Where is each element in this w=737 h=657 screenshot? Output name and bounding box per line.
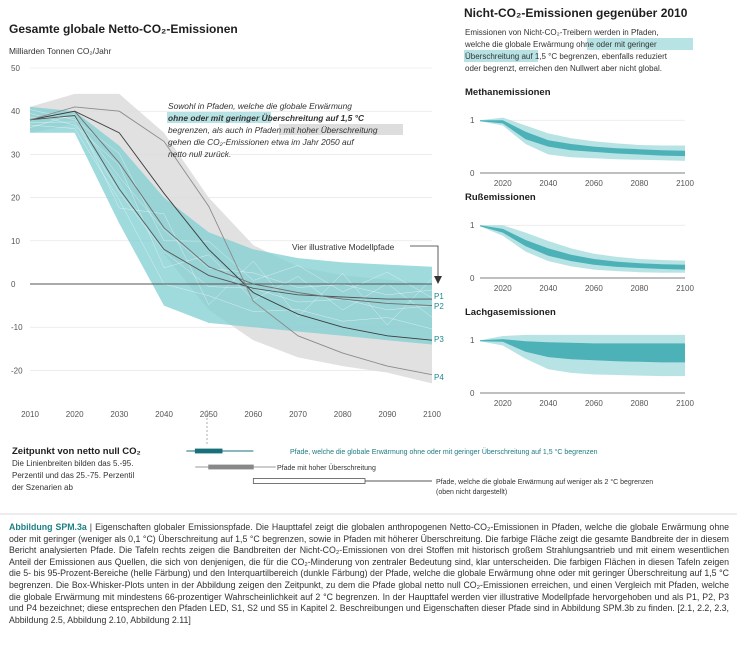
box-iqr bbox=[208, 464, 254, 470]
small-y-tick: 1 bbox=[470, 221, 475, 230]
y-tick-label: 50 bbox=[11, 64, 20, 73]
small-x-tick: 2040 bbox=[539, 179, 557, 188]
box-plots bbox=[186, 448, 432, 484]
x-tick-label: 2080 bbox=[334, 410, 352, 419]
small-panels: Methanemissionen 0 1 2020 2040 2060 2080 2100 Ru… bbox=[465, 87, 694, 408]
small-y-tick: 1 bbox=[470, 336, 475, 345]
main-unit-label: Milliarden Tonnen CO₂/Jahr bbox=[9, 46, 111, 56]
small-y-tick: 1 bbox=[470, 116, 475, 125]
y-tick-label: 10 bbox=[11, 237, 20, 246]
annotation-highlight-teal bbox=[167, 112, 271, 123]
small-band-inner bbox=[480, 225, 685, 270]
right-desc-line-2: welche die globale Erwärmung ohne oder m… bbox=[464, 40, 657, 49]
right-desc-line-1: Emissionen von Nicht-CO₂-Treibern werden… bbox=[465, 28, 659, 37]
box-iqr bbox=[194, 448, 223, 454]
illustrative-paths-label: Vier illustrative Modellpfade bbox=[292, 242, 395, 252]
x-tick-label: 2090 bbox=[378, 410, 396, 419]
small-x-tick: 2040 bbox=[539, 284, 557, 293]
box-label-row3-line2: (oben nicht dargestellt) bbox=[436, 489, 507, 496]
right-title: Nicht-CO₂-Emissionen gegenüber 2010 bbox=[464, 6, 688, 20]
arrow-head-icon bbox=[434, 276, 442, 284]
small-x-tick: 2080 bbox=[631, 399, 649, 408]
figure: Gesamte globale Netto-CO₂-Emissionen Mil… bbox=[0, 6, 737, 515]
annotation-line-2: ohne oder mit geringer Überschreitung au… bbox=[168, 113, 365, 123]
box-label-row3-line1: Pfade, welche die globale Erwärmung auf … bbox=[436, 478, 653, 486]
small-y-tick: 0 bbox=[470, 274, 475, 283]
right-highlight-1 bbox=[587, 38, 693, 50]
series-p1 bbox=[29, 115, 432, 300]
small-band-inner bbox=[480, 120, 685, 157]
series-p4 bbox=[29, 106, 433, 376]
small-x-tick: 2040 bbox=[539, 399, 557, 408]
small-panel-title: Rußemissionen bbox=[465, 192, 536, 203]
annotation-highlight-grey bbox=[279, 124, 403, 135]
series-p2 bbox=[29, 110, 433, 307]
series-label-p2: P2 bbox=[434, 302, 444, 311]
box-desc-line-3: der Szenarien ab bbox=[12, 483, 73, 492]
x-tick-label: 2020 bbox=[66, 410, 84, 419]
small-panel-title: Methanemissionen bbox=[465, 87, 551, 98]
small-band-outer bbox=[480, 225, 685, 273]
box-label-row1: Pfade, welche die globale Erwärmung ohne… bbox=[290, 448, 598, 456]
ensemble-path bbox=[29, 113, 433, 318]
y-tick-label: 20 bbox=[11, 194, 20, 203]
caption-text: | Eigenschaften globaler Emissionspfade.… bbox=[9, 522, 729, 625]
y-tick-label: -20 bbox=[11, 366, 23, 375]
ensemble-path bbox=[29, 121, 433, 311]
small-x-tick: 2020 bbox=[494, 284, 512, 293]
box-iqr bbox=[252, 478, 366, 484]
caption-label: Abbildung SPM.3a bbox=[9, 522, 87, 532]
y-tick-label: -10 bbox=[11, 323, 23, 332]
small-x-tick: 2080 bbox=[631, 179, 649, 188]
small-x-tick: 2060 bbox=[585, 284, 603, 293]
x-tick-label: 2010 bbox=[21, 410, 39, 419]
x-tick-label: 2070 bbox=[289, 410, 307, 419]
small-x-tick: 2100 bbox=[676, 399, 694, 408]
x-tick-label: 2060 bbox=[244, 410, 262, 419]
right-desc-line-4: oder begrenzt, erreichen den Nullwert ab… bbox=[465, 64, 662, 73]
main-title: Gesamte globale Netto-CO₂-Emissionen bbox=[9, 22, 238, 36]
small-x-tick: 2080 bbox=[631, 284, 649, 293]
ensemble-path bbox=[29, 124, 433, 330]
annotation-line-1: Sowohl in Pfaden, welche die globale Erw… bbox=[168, 101, 352, 111]
box-title: Zeitpunkt von netto null CO₂ bbox=[12, 446, 141, 457]
annotation-line-3: begrenzen, als auch in Pfaden mit hoher … bbox=[168, 125, 378, 135]
x-tick-label: 2100 bbox=[423, 410, 441, 419]
annotation-line-4: gehen die CO₂-Emissionen etwa im Jahr 20… bbox=[168, 137, 355, 147]
figure-caption: Abbildung SPM.3a | Eigenschaften globale… bbox=[9, 522, 729, 626]
y-tick-label: 40 bbox=[11, 107, 20, 116]
series-p3 bbox=[29, 110, 433, 341]
small-band-inner bbox=[480, 339, 685, 363]
annotation-line-5: netto null zurück. bbox=[168, 149, 231, 159]
illustrative-paths-arrow bbox=[410, 245, 439, 280]
small-x-tick: 2060 bbox=[585, 179, 603, 188]
series-label-p4: P4 bbox=[434, 373, 444, 382]
small-x-tick: 2020 bbox=[494, 399, 512, 408]
right-desc-line-3: Überschreitung auf 1,5 °C begrenzen, ebe… bbox=[465, 52, 668, 61]
x-tick-label: 2030 bbox=[110, 410, 128, 419]
box-desc-line-2: Perzentil und das 25.-75. Perzentil bbox=[12, 471, 135, 480]
ensemble-path bbox=[29, 114, 433, 326]
y-tick-label: 0 bbox=[11, 280, 16, 289]
right-highlight-2 bbox=[464, 50, 538, 62]
series-label-p1: P1 bbox=[434, 292, 444, 301]
x-tick-label: 2040 bbox=[155, 410, 173, 419]
box-label-row2: Pfade mit hoher Überschreitung bbox=[277, 464, 376, 472]
series-label-p3: P3 bbox=[434, 335, 444, 344]
small-y-tick: 0 bbox=[470, 169, 475, 178]
small-y-tick: 0 bbox=[470, 389, 475, 398]
box-desc-line-1: Die Linienbreiten bilden das 5.-95. bbox=[12, 459, 133, 468]
small-panel-title: Lachgasemissionen bbox=[465, 307, 556, 318]
y-tick-label: 30 bbox=[11, 150, 20, 159]
small-x-tick: 2100 bbox=[676, 284, 694, 293]
small-x-tick: 2060 bbox=[585, 399, 603, 408]
small-x-tick: 2100 bbox=[676, 179, 694, 188]
small-x-tick: 2020 bbox=[494, 179, 512, 188]
x-tick-label: 2050 bbox=[200, 410, 218, 419]
